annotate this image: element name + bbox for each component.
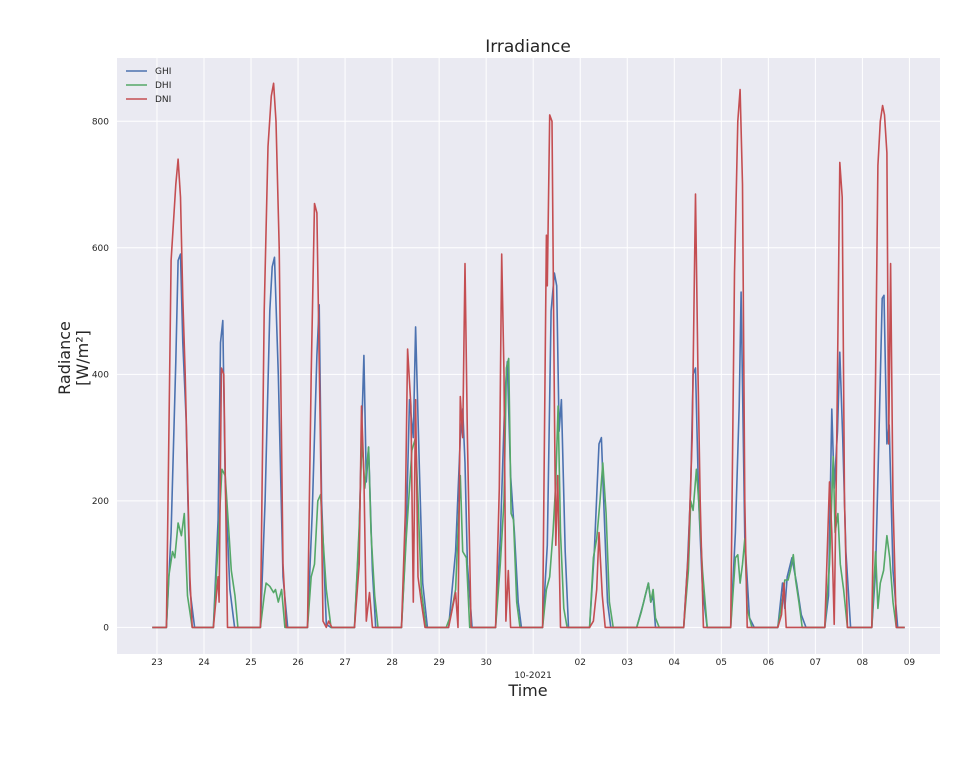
x-tick-label: 08 [857, 658, 869, 668]
x-offset-label: 10-2021 [514, 671, 552, 681]
series-line-dhi [152, 357, 905, 629]
y-axis-title-line-2: [W/m²] [73, 330, 92, 386]
x-tick-label: 27 [339, 658, 350, 668]
legend: GHI DHI DNI [126, 67, 171, 105]
y-tick-labels: 0 200 400 600 800 [92, 117, 109, 633]
y-tick-label: 800 [92, 117, 109, 127]
x-tick-label: 02 [575, 658, 586, 668]
y-tick-label: 400 [92, 370, 109, 380]
x-axis-title: Time [507, 681, 547, 700]
x-tick-label: 26 [292, 658, 304, 668]
x-gridlines [156, 58, 910, 654]
legend-label-ghi: GHI [155, 67, 171, 77]
x-tick-label: 29 [433, 658, 445, 668]
x-tick-label: 09 [904, 658, 916, 668]
x-tick-label: 03 [622, 658, 633, 668]
legend-label-dhi: DHI [155, 81, 171, 91]
series-line-dni [152, 82, 905, 629]
chart-title: Irradiance [485, 37, 571, 57]
x-tick-label: 06 [763, 658, 775, 668]
x-tick-labels: 23 24 25 26 27 28 29 30 02 03 04 05 06 07 08 09 [151, 658, 915, 668]
x-tick-label: 07 [810, 658, 821, 668]
x-tick-label: 25 [245, 658, 256, 668]
y-axis-title: Radiance [W/m²] [55, 321, 92, 395]
legend-label-dni: DNI [155, 95, 171, 105]
x-tick-label: 23 [151, 658, 162, 668]
y-axis-title-line-1: Radiance [55, 321, 74, 395]
x-tick-label: 24 [198, 658, 210, 668]
x-tick-label: 30 [480, 658, 492, 668]
y-tick-label: 0 [103, 623, 109, 633]
x-tick-label: 05 [716, 658, 727, 668]
y-tick-label: 600 [92, 244, 109, 254]
plot-area [117, 58, 940, 654]
y-tick-label: 200 [92, 497, 109, 507]
x-tick-label: 28 [386, 658, 398, 668]
series-lines [152, 82, 905, 629]
x-tick-label: 04 [669, 658, 681, 668]
